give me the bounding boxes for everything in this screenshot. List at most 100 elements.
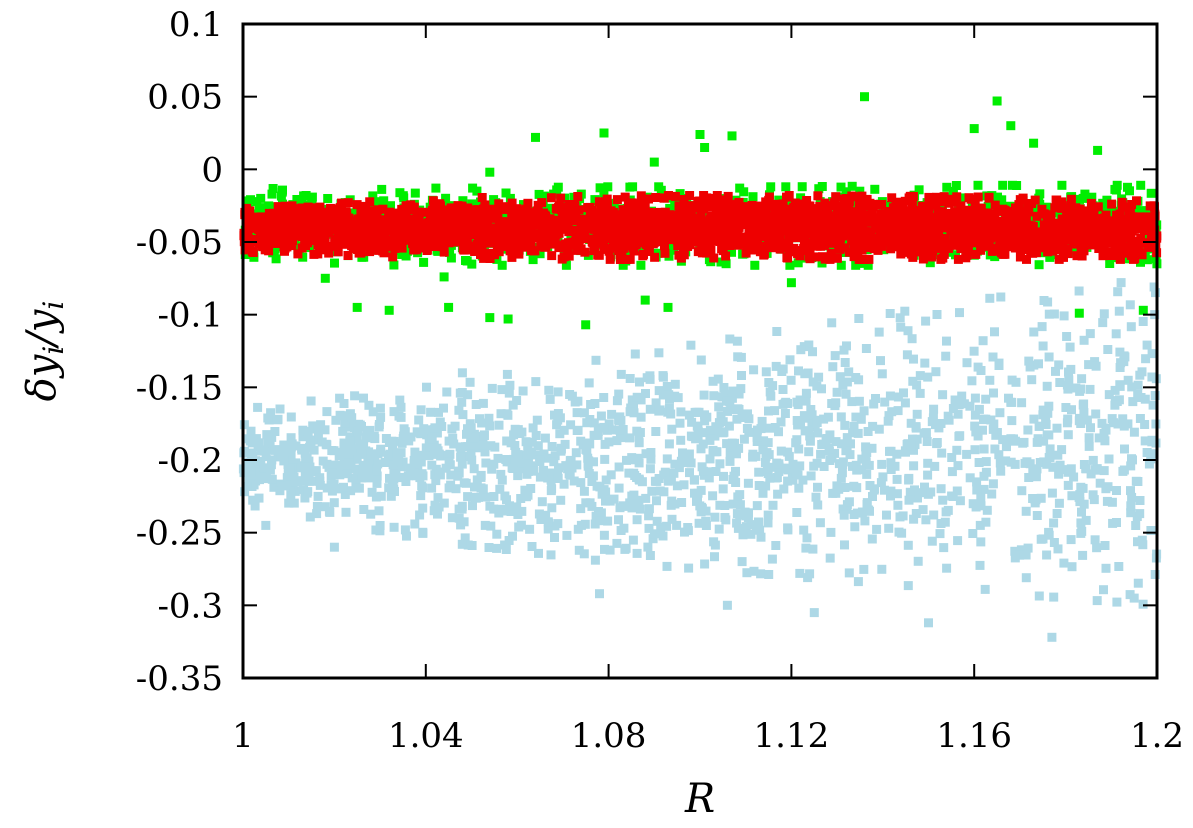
point-light-blue [1127,454,1136,464]
point-light-blue [806,405,816,414]
point-light-blue [1021,506,1031,516]
point-light-blue [658,371,668,381]
point-light-blue [320,425,330,435]
point-light-blue [1019,437,1029,447]
point-light-blue [761,367,771,377]
point-light-blue [1101,563,1111,573]
point-red [604,225,614,235]
point-light-blue [589,457,598,467]
point-light-blue [1131,476,1141,486]
point-green-outlier [1029,138,1039,148]
point-light-blue [255,475,264,485]
point-light-blue [1024,473,1034,482]
point-light-blue [1020,458,1030,468]
point-green [1106,210,1116,220]
point-light-blue [354,483,364,493]
point-red [483,218,492,228]
point-light-blue [647,486,657,496]
point-red [805,245,815,255]
point-red [784,191,794,200]
point-light-blue [476,472,486,482]
point-red [1098,251,1108,261]
point-red [1140,218,1150,227]
point-red [549,239,559,249]
point-light-blue [1110,385,1120,395]
point-light-blue [1049,538,1059,547]
point-light-blue [364,400,374,410]
point-light-blue [761,452,771,461]
point-light-blue [1149,282,1159,292]
point-light-blue [601,475,611,485]
point-light-blue [387,436,397,446]
point-light-blue [628,535,638,545]
point-light-blue [791,463,800,473]
point-light-blue [679,480,689,490]
point-green [603,182,613,192]
point-light-blue [885,446,894,456]
point-light-blue [709,391,719,401]
point-light-blue [311,435,321,445]
point-light-blue [817,384,826,394]
point-light-blue [1044,530,1054,540]
point-light-blue [1135,509,1145,519]
point-light-blue [594,507,603,516]
point-light-blue [1007,416,1017,426]
point-light-blue [250,501,260,511]
point-light-blue [885,391,895,401]
point-light-blue [907,334,917,344]
point-light-blue [636,412,646,422]
point-light-blue [441,463,451,473]
series-light-blue-points [238,278,1162,642]
point-light-blue [721,515,731,525]
point-light-blue [1061,403,1071,412]
point-light-blue [676,435,686,445]
point-light-blue [989,419,999,429]
point-light-blue [635,377,644,387]
point-light-blue [957,391,967,401]
point-light-blue [1045,444,1055,454]
point-light-blue [517,464,526,474]
point-light-blue [700,559,710,569]
point-light-blue [892,449,902,459]
point-light-blue [664,439,674,449]
point-light-blue [532,415,542,425]
point-light-blue [614,462,624,472]
point-light-blue [454,513,464,523]
point-light-blue [466,448,476,458]
point-light-blue [644,523,654,533]
point-light-blue [864,505,874,515]
point-light-blue [1044,352,1054,362]
point-light-blue [953,536,963,546]
point-light-blue [760,458,770,467]
point-light-blue [442,387,452,397]
point-light-blue [1042,550,1052,560]
point-light-blue [559,479,569,489]
point-light-blue [783,476,793,486]
point-light-blue [909,461,919,471]
point-red [1120,243,1130,253]
point-light-blue [897,528,907,538]
point-light-blue [517,427,527,437]
point-light-blue [776,446,786,456]
point-light-blue [612,396,622,406]
point-light-blue [366,509,376,519]
point-light-blue [632,426,642,436]
point-light-blue [1051,366,1060,376]
point-light-blue [396,462,406,472]
point-light-blue [1032,511,1042,520]
point-light-blue [1047,488,1057,498]
point-light-blue [878,472,888,482]
point-light-blue [350,391,360,401]
point-light-blue [427,483,437,493]
point-light-blue [424,451,434,461]
point-light-blue [364,447,374,457]
point-light-blue [261,474,271,484]
point-light-blue [582,438,592,448]
point-light-blue [809,461,819,471]
point-light-blue [285,464,295,474]
point-light-blue [500,540,510,550]
point-red [644,247,654,256]
point-light-blue [327,468,337,478]
point-light-blue [320,502,330,512]
point-light-blue [1092,465,1102,475]
